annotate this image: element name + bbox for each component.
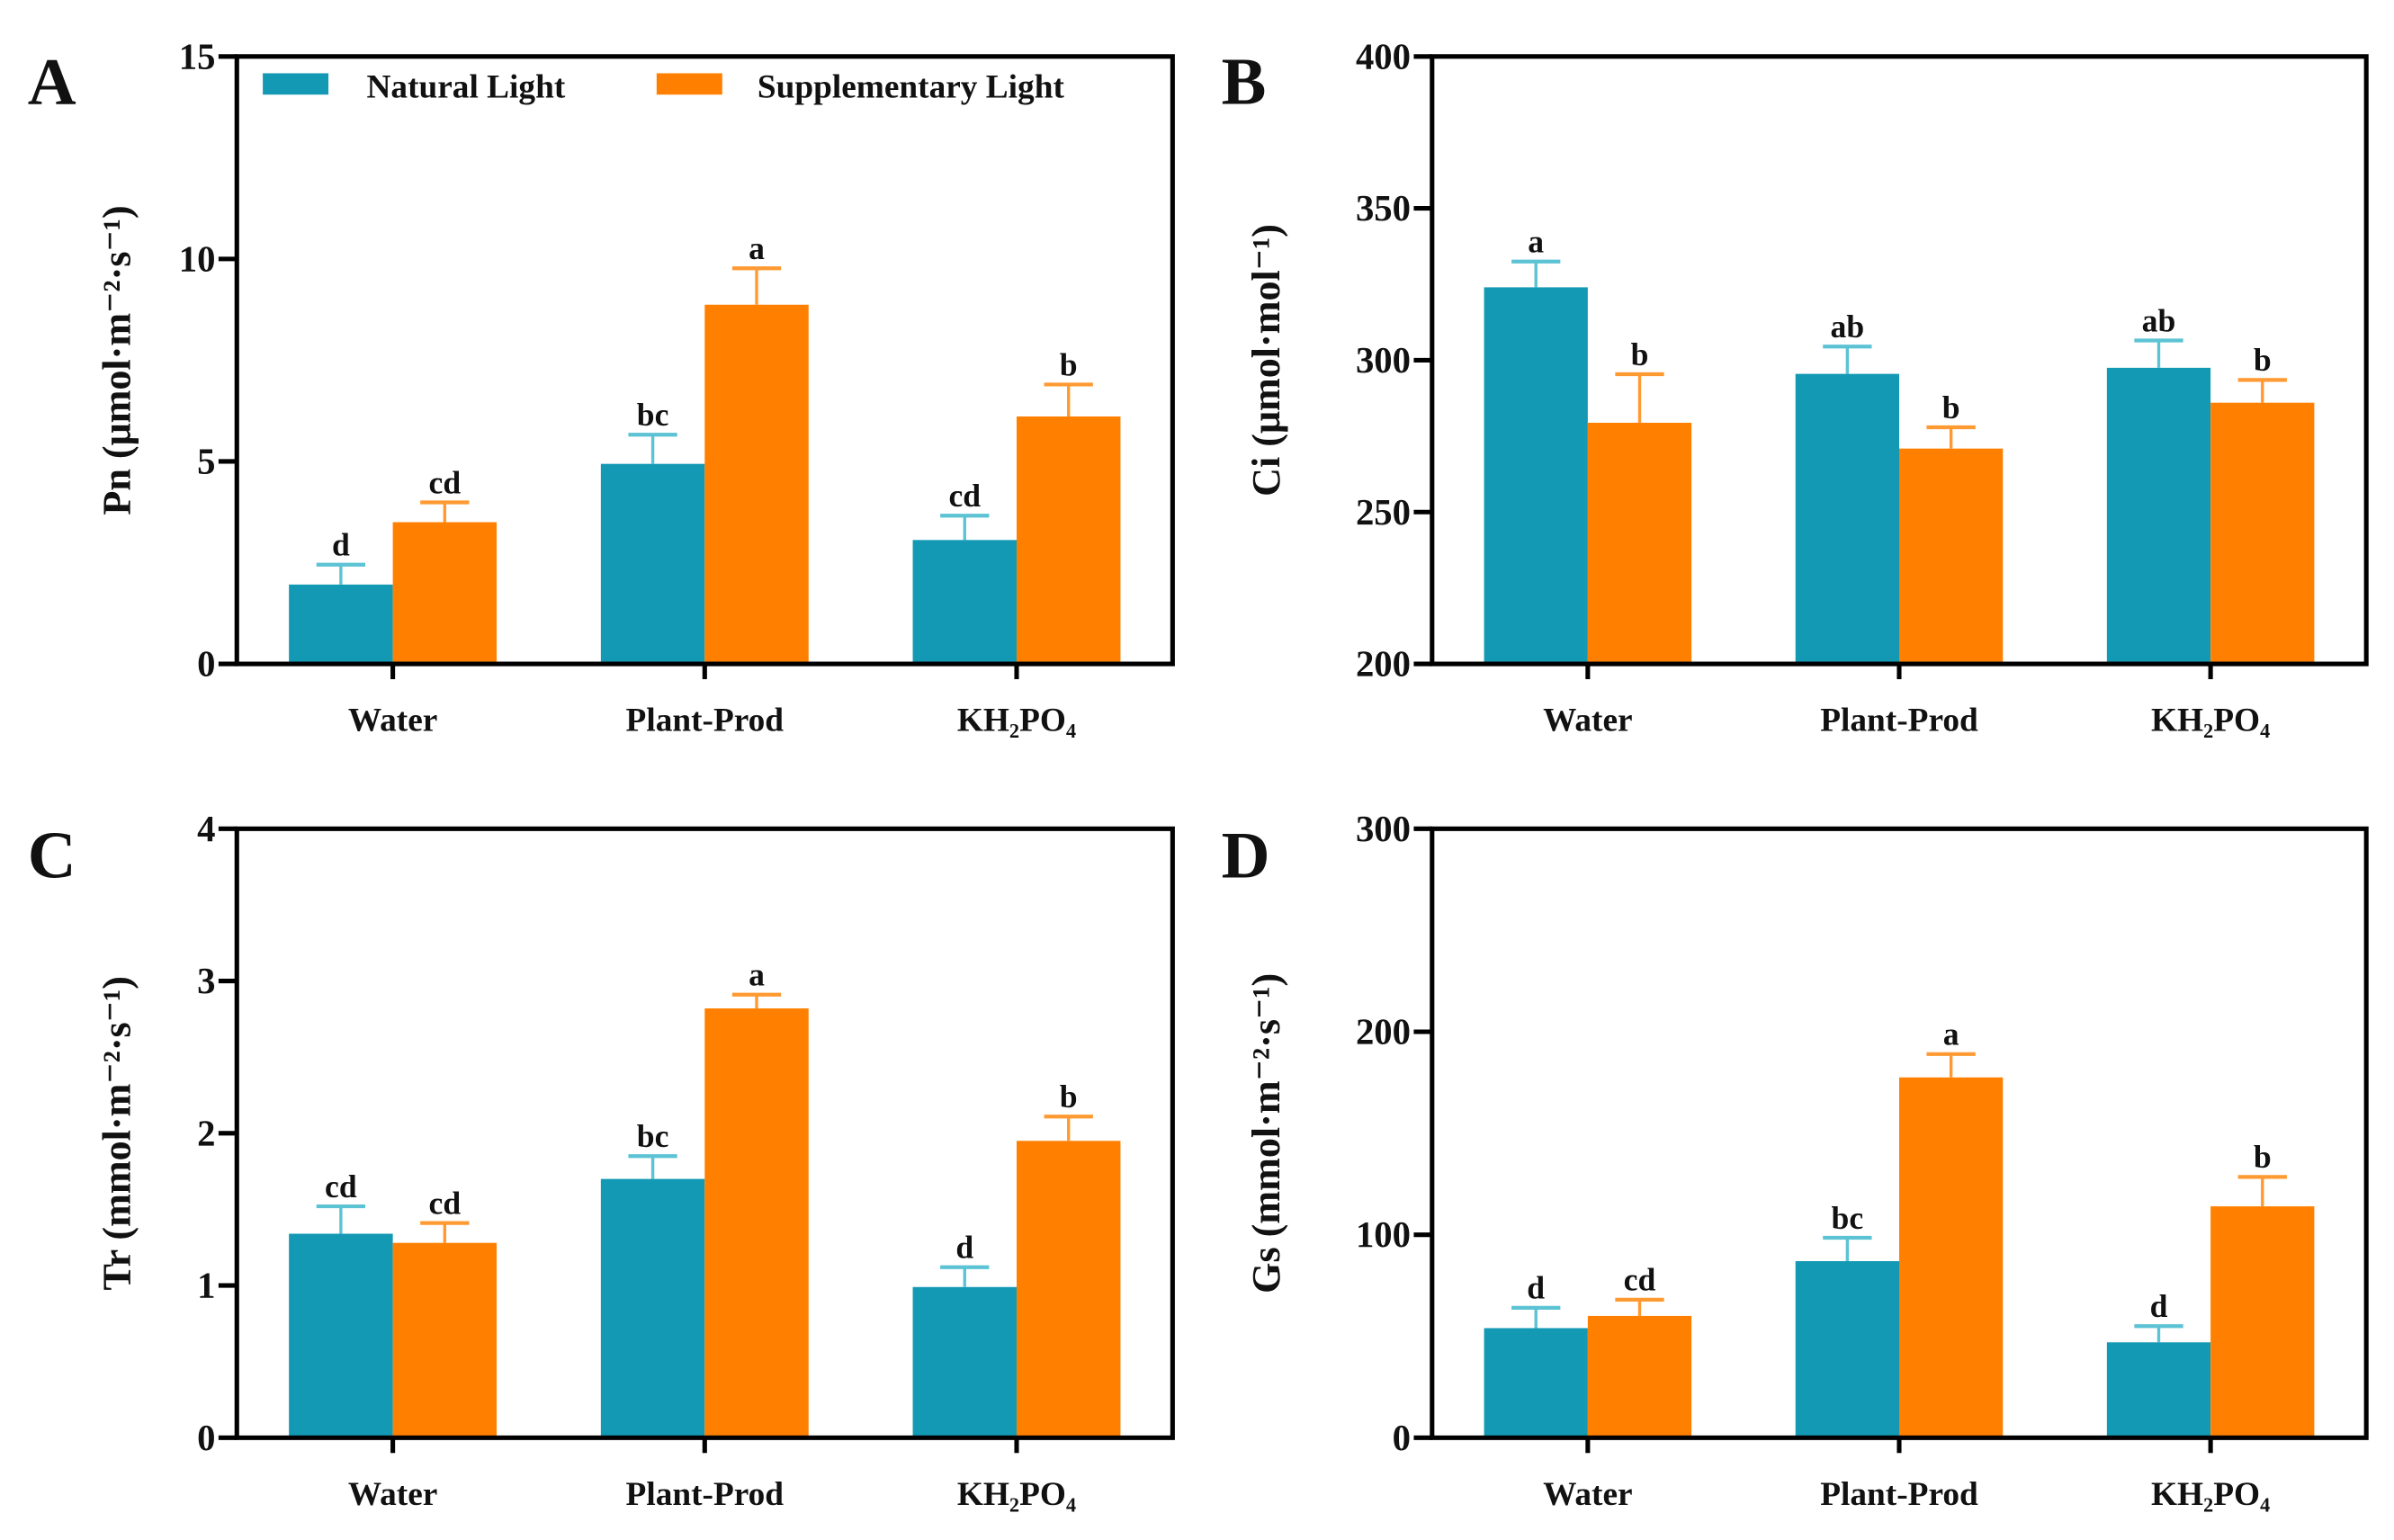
bar-natural <box>1795 1260 1899 1438</box>
bar-supplementary <box>704 1008 809 1438</box>
legend: Natural Light Supplementary Light <box>263 69 1064 106</box>
bar-natural <box>1484 1328 1588 1438</box>
bar-supplementary <box>1587 422 1692 665</box>
bar-supplementary <box>1017 416 1121 665</box>
y-tick-label: 2 <box>197 1113 215 1153</box>
x-tick-label: Water <box>348 1476 437 1513</box>
y-tick-label: 4 <box>197 809 215 849</box>
bar-supplementary <box>1898 448 2004 665</box>
x-tick-label: KH₂PO₄ <box>2151 703 2270 739</box>
y-axis-label: Pn (μmol·m⁻²·s⁻¹) <box>94 205 139 515</box>
significance-letter: b <box>2254 1139 2272 1175</box>
significance-letter: d <box>1527 1270 1545 1306</box>
y-tick-label: 200 <box>1356 644 1411 685</box>
significance-letter: a <box>1943 1016 1959 1052</box>
x-tick-label: Plant-Prod <box>1820 1476 1978 1513</box>
bar-supplementary <box>1898 1077 2004 1438</box>
legend-label-natural: Natural Light <box>366 69 565 106</box>
bar-natural <box>912 1286 1018 1438</box>
x-tick-label: Plant-Prod <box>1820 703 1978 739</box>
significance-letter: d <box>332 527 350 563</box>
panel-label: D <box>1222 819 1270 893</box>
x-tick-label: KH₂PO₄ <box>957 703 1076 739</box>
bar-supplementary <box>2210 1206 2315 1438</box>
y-tick-label: 5 <box>197 442 215 482</box>
panel-b: BabWaterabbPlant-ProdabbKH₂PO₄2002503003… <box>1222 36 2369 739</box>
plot-frame <box>1430 826 2369 1440</box>
x-tick-label: Water <box>1543 703 1632 739</box>
bar-natural <box>912 540 1018 665</box>
significance-letter: bc <box>637 1118 669 1154</box>
significance-letter: b <box>1060 1079 1078 1115</box>
y-axis-label: Ci (μmol·mol⁻¹) <box>1244 224 1288 497</box>
bar-supplementary <box>704 304 809 665</box>
significance-letter: cd <box>325 1168 357 1204</box>
significance-letter: cd <box>1624 1262 1656 1298</box>
significance-letter: a <box>749 957 765 993</box>
x-tick-label: Plant-Prod <box>626 703 785 739</box>
significance-letter: cd <box>429 464 462 500</box>
significance-letter: cd <box>948 478 981 514</box>
y-tick-label: 300 <box>1356 809 1411 849</box>
y-tick-label: 0 <box>1393 1418 1411 1458</box>
panel-a: Ad cd Water bc a Plant-Prod cd b KH₂PO₄ 0 5 10 15 Pn … <box>28 36 1175 739</box>
y-tick-label: 350 <box>1356 188 1411 228</box>
significance-letter: d <box>955 1230 973 1266</box>
y-tick-label: 250 <box>1356 492 1411 533</box>
bar-supplementary <box>1587 1315 1692 1438</box>
panel-c: Ccd cd Water bc a Plant-Prod d b KH₂PO₄ 0 1 2 3 4 Tr (… <box>28 809 1175 1513</box>
x-tick-label: Plant-Prod <box>626 1476 785 1513</box>
y-tick-label: 300 <box>1356 340 1411 381</box>
significance-letter: b <box>1060 346 1078 382</box>
panel-label: C <box>28 819 76 893</box>
y-tick-label: 1 <box>197 1266 215 1306</box>
bar-supplementary <box>2210 402 2315 665</box>
y-tick-label: 3 <box>197 961 215 1001</box>
significance-letter: ab <box>2142 302 2176 338</box>
significance-letter: a <box>1528 224 1544 260</box>
legend-label-supplementary: Supplementary Light <box>758 69 1065 106</box>
y-tick-label: 200 <box>1356 1012 1411 1052</box>
significance-letter: cd <box>429 1185 462 1221</box>
significance-letter: bc <box>1832 1200 1864 1236</box>
significance-letter: d <box>2150 1288 2168 1324</box>
y-tick-label: 400 <box>1356 36 1411 76</box>
significance-letter: b <box>2254 342 2272 378</box>
significance-letter: b <box>1942 389 1960 425</box>
x-tick-label: Water <box>348 703 437 739</box>
panel-label: B <box>1222 44 1267 119</box>
bar-supplementary <box>392 522 498 665</box>
bar-natural <box>600 463 705 665</box>
bar-natural <box>289 1233 393 1438</box>
bar-supplementary <box>392 1242 498 1438</box>
y-axis-label: Gs (mmol·m⁻²·s⁻¹) <box>1244 973 1288 1294</box>
y-tick-label: 100 <box>1356 1214 1411 1255</box>
x-tick-label: KH₂PO₄ <box>957 1476 1076 1513</box>
significance-letter: bc <box>637 397 669 433</box>
panel-d: Dd cd Water bc a Plant-Prod d b KH₂PO₄ 0 100 200 300… <box>1222 809 2369 1513</box>
legend-swatch-supplementary <box>656 73 722 95</box>
y-tick-label: 0 <box>197 644 215 685</box>
bar-natural <box>289 584 393 665</box>
plot-frame <box>234 54 1175 667</box>
legend-swatch-natural <box>263 73 329 95</box>
significance-letter: b <box>1631 336 1649 372</box>
bar-natural <box>1484 287 1588 665</box>
bar-supplementary <box>1017 1141 1121 1438</box>
panel-label: A <box>28 44 76 119</box>
y-tick-label: 10 <box>179 238 216 279</box>
bar-natural <box>1795 373 1899 665</box>
bar-natural <box>600 1178 705 1438</box>
y-axis-label: Tr (mmol·m⁻²·s⁻¹) <box>94 976 139 1290</box>
bar-natural <box>2106 367 2211 665</box>
bar-natural <box>2106 1342 2211 1438</box>
x-tick-label: Water <box>1543 1476 1632 1513</box>
significance-letter: ab <box>1831 309 1865 345</box>
x-tick-label: KH₂PO₄ <box>2151 1476 2270 1513</box>
plot-frame <box>1430 54 2369 667</box>
significance-letter: a <box>749 230 765 266</box>
y-tick-label: 0 <box>197 1418 215 1458</box>
y-tick-label: 15 <box>179 36 216 76</box>
